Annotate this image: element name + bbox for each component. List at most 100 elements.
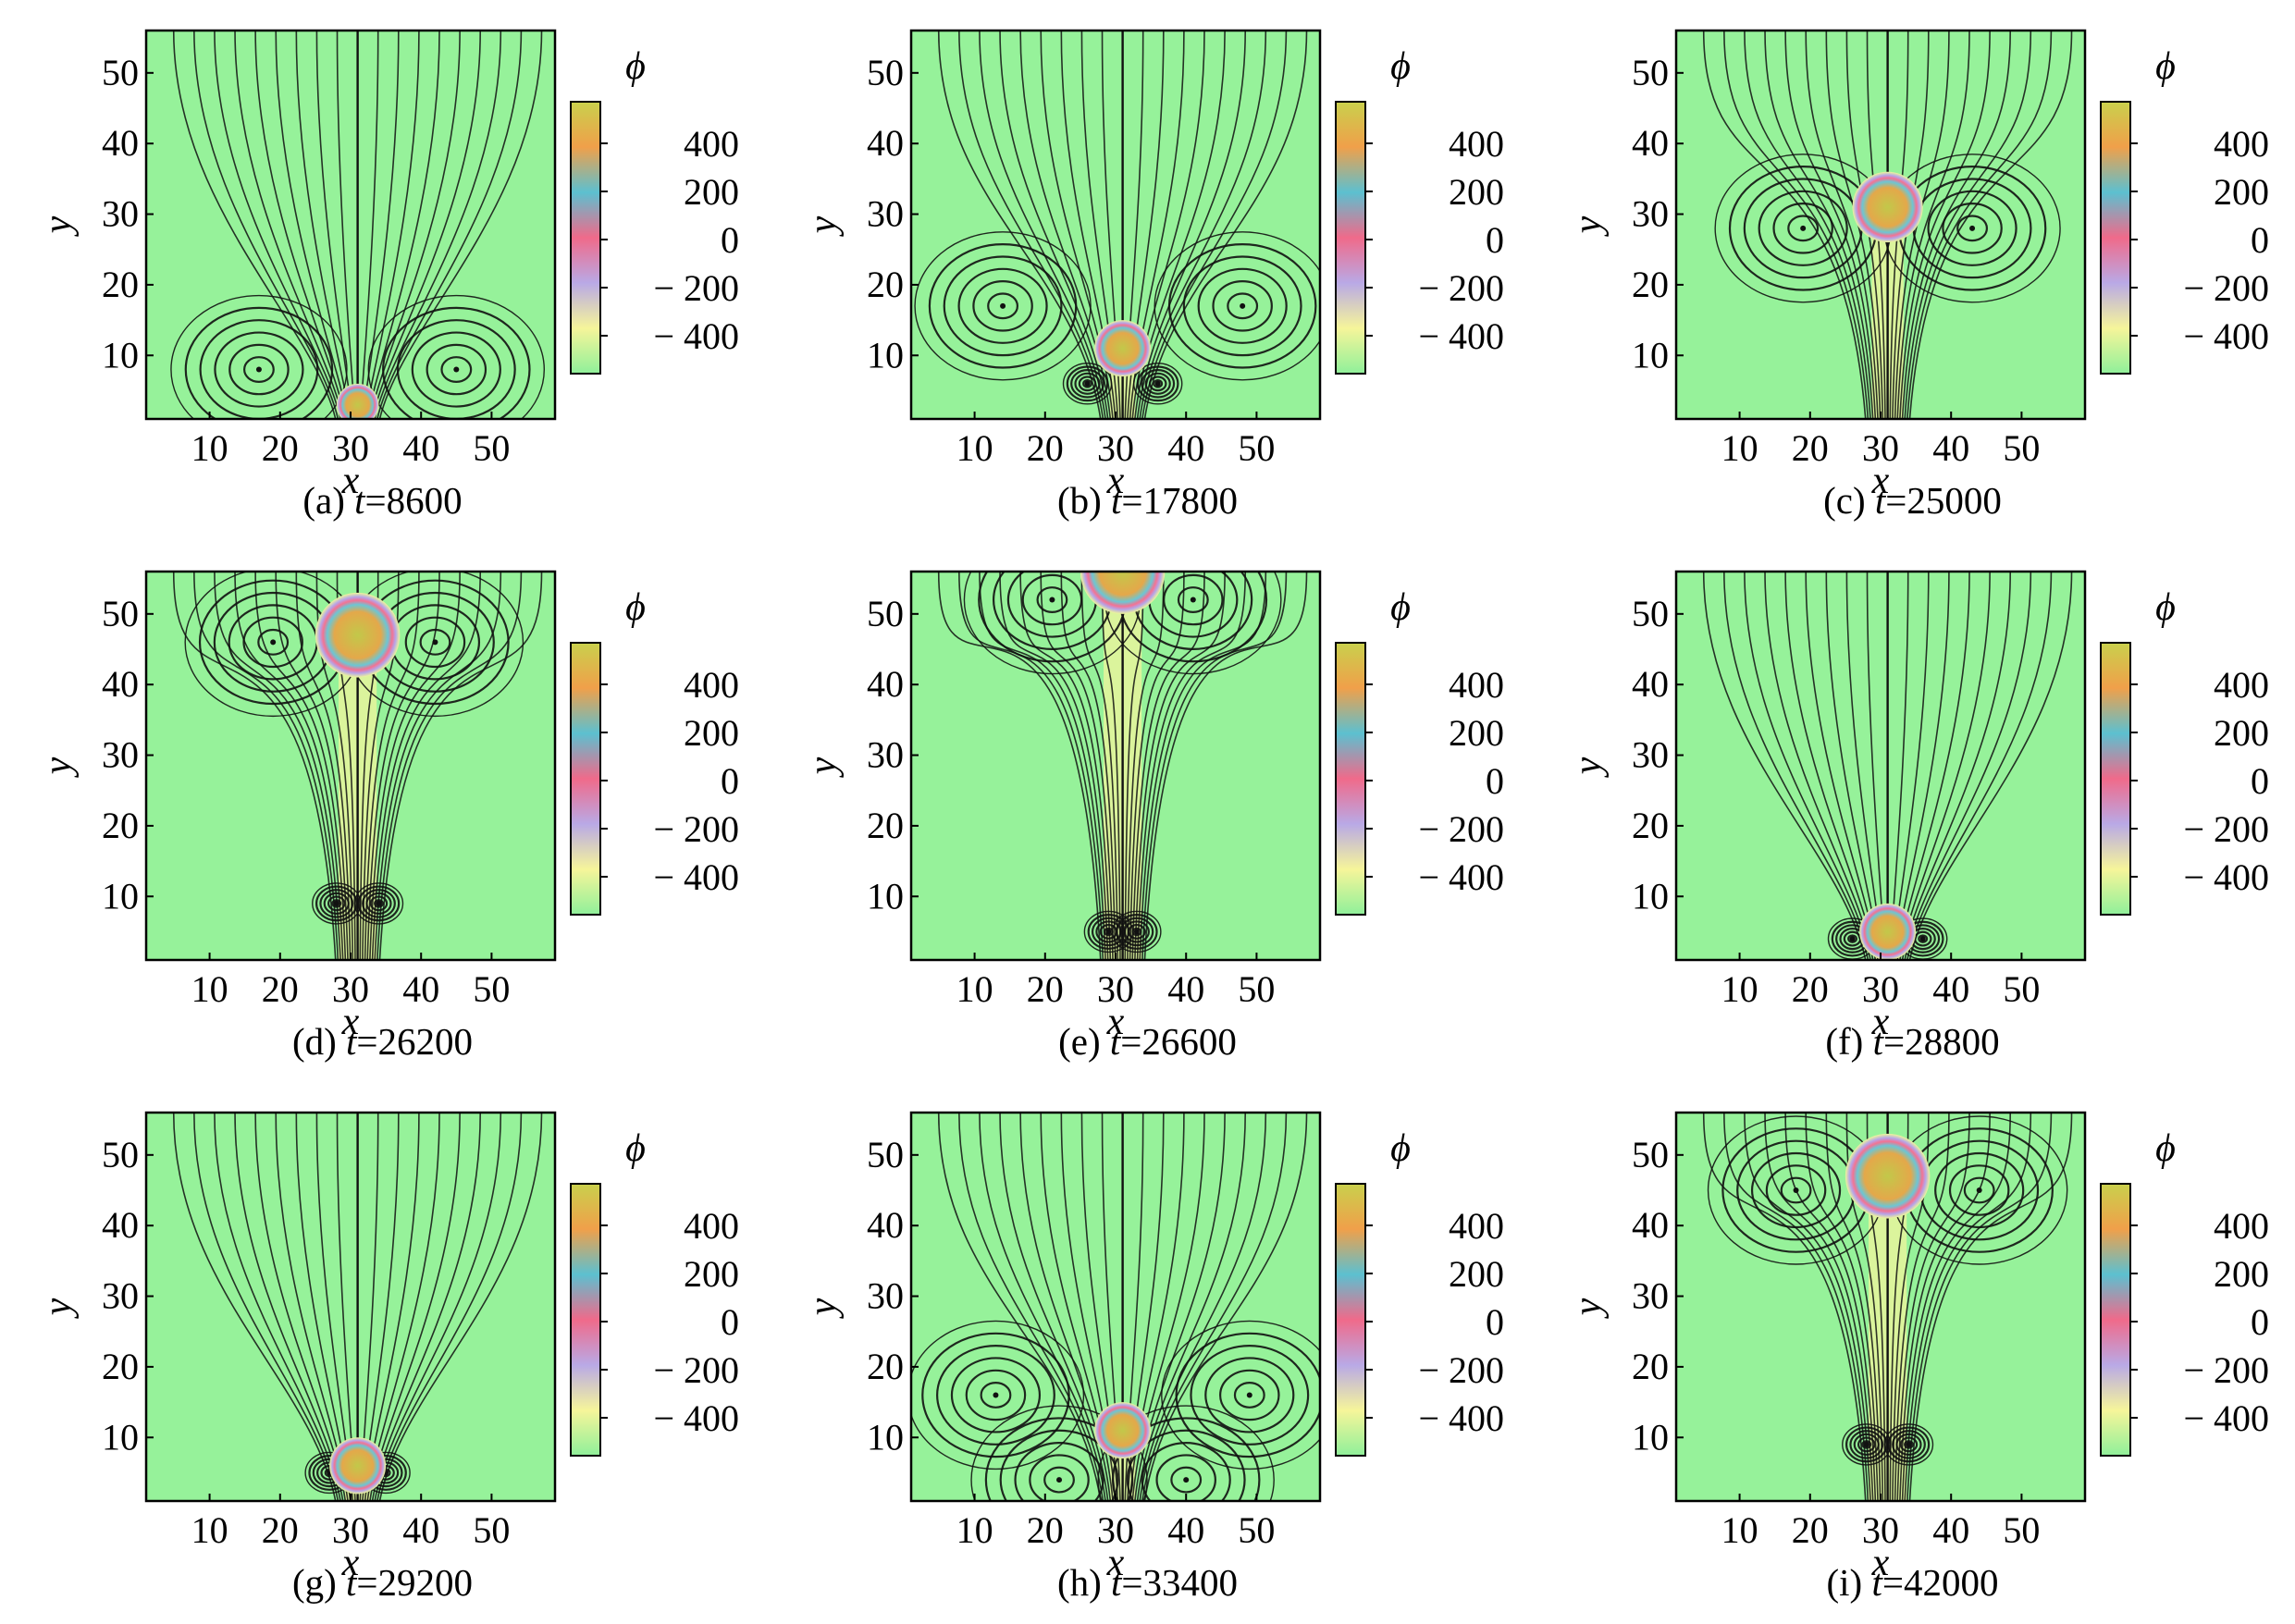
vortex-streamline [1155, 1454, 1216, 1501]
streamline [1764, 31, 1874, 419]
vortex-streamline [1112, 910, 1162, 953]
streamlines-group [911, 1113, 1320, 1501]
caption-t-value: =33400 [1121, 1561, 1239, 1604]
colorbar-tick-label: − 200 [653, 1349, 739, 1391]
x-tick-label: 50 [473, 427, 510, 469]
y-tick-label: 50 [102, 1134, 139, 1175]
vortex-streamline [1141, 369, 1176, 399]
bubble [1852, 171, 1923, 243]
y-tick-label: 50 [867, 52, 904, 93]
colorbar-tick-label: − 400 [1418, 856, 1504, 898]
vortex-core [1863, 1441, 1869, 1447]
bubble [315, 592, 401, 678]
streamline [366, 31, 440, 419]
vortex-core [1049, 597, 1055, 603]
x-tick-label: 40 [402, 1509, 439, 1551]
colorbar-tick-label: 0 [1486, 1301, 1504, 1343]
colorbar-tick-label: − 200 [653, 808, 739, 850]
bubble [336, 383, 379, 419]
streamlines-group [1702, 31, 2073, 419]
y-tick-label: 40 [867, 663, 904, 705]
vortex-core [1000, 302, 1006, 309]
x-axis-label: x [1871, 1001, 1890, 1043]
panel-c: 10 20 30 40 50 10 20 30 40 50 x y ϕ 400 200 0 − 200 − 400… [1530, 0, 2295, 541]
vortex-core [1906, 1441, 1912, 1447]
vortex-core [1919, 936, 1926, 942]
streamline [1896, 31, 1970, 419]
streamline [1896, 1113, 1970, 1501]
x-tick-label: 50 [473, 968, 510, 1010]
y-tick-label: 30 [102, 734, 139, 776]
colorbar [570, 642, 601, 916]
x-axis-label: x [1106, 1001, 1125, 1043]
x-tick-label: 20 [1792, 1509, 1829, 1551]
streamline [1906, 31, 2053, 419]
x-tick-label: 20 [262, 968, 299, 1010]
caption-t-value: =26200 [356, 1020, 474, 1063]
vortex-streamline [1148, 375, 1167, 392]
caption-t-value: =25000 [1885, 479, 2002, 522]
x-tick-label: 10 [191, 427, 228, 469]
vortex-streamline [1190, 1345, 1310, 1446]
vortex-streamline [323, 892, 350, 916]
y-tick-label: 10 [1632, 1416, 1669, 1458]
vortex-streamline [1758, 190, 1848, 266]
streamline [1904, 31, 2032, 419]
colorbar-tick-label: 200 [2214, 171, 2269, 213]
vortex-streamline [331, 899, 342, 908]
colorbar-tick-label: 0 [721, 1301, 739, 1343]
streamline [1901, 31, 2012, 419]
streamline [374, 572, 502, 960]
vortex-streamline [1883, 1423, 1934, 1466]
x-tick-label: 30 [332, 968, 369, 1010]
x-tick-label: 40 [1932, 968, 1969, 1010]
caption-label: (f) [1825, 1020, 1864, 1063]
streamlines-group [170, 31, 545, 419]
vortex-streamline [1233, 1382, 1265, 1409]
vortex-streamline [1849, 1430, 1884, 1459]
streamline [999, 31, 1109, 419]
y-tick-label: 20 [1632, 1346, 1669, 1387]
y-tick-label: 40 [867, 122, 904, 164]
vortex-streamline [1853, 1433, 1880, 1457]
vortex-streamline [1133, 363, 1183, 405]
colorbar-tick-label: − 200 [1418, 267, 1504, 309]
x-tick-label: 10 [1721, 1509, 1758, 1551]
caption-t-symbol: t [1872, 1020, 1883, 1063]
y-axis-label: y [1567, 757, 1610, 778]
x-tick-label: 20 [262, 1509, 299, 1551]
streamline [1019, 572, 1112, 960]
vortex-core [333, 900, 339, 906]
y-tick-label: 40 [102, 122, 139, 164]
streamline [1134, 572, 1226, 960]
colorbar-tick-label: − 400 [653, 315, 739, 357]
y-axis-label: y [1567, 1298, 1610, 1319]
y-tick-label: 10 [867, 334, 904, 375]
caption-t-symbol: t [1109, 1020, 1121, 1063]
panel-caption: (i) t=42000 [1530, 1560, 2295, 1605]
vortex-streamline [987, 292, 1019, 320]
colorbar-tick-label: − 400 [2183, 1397, 2269, 1439]
streamline [979, 1113, 1106, 1501]
chart-svg: 10 20 30 40 50 10 20 30 40 50 x y ϕ 400 200 0 − 200 − 400 [37, 1111, 739, 1584]
vortex-streamline [1197, 267, 1288, 344]
vortex-streamline [367, 294, 545, 419]
colorbar-tick-label: 200 [2214, 712, 2269, 754]
x-tick-label: 20 [1027, 427, 1064, 469]
chart-svg: 10 20 30 40 50 10 20 30 40 50 x y ϕ 400 200 0 − 200 − 400 [37, 29, 739, 502]
vortex-streamline [440, 356, 473, 383]
vortex-core [1154, 380, 1161, 387]
caption-label: (i) [1826, 1561, 1863, 1604]
panel-a: 10 20 30 40 50 10 20 30 40 50 x y ϕ 400 200 0 − 200 − 400… [0, 0, 765, 541]
colorbar-tick-label: − 200 [2183, 267, 2269, 309]
y-axis-label: y [802, 215, 845, 237]
caption-label: (g) [291, 1561, 337, 1604]
colorbar-tick-label: 0 [1486, 760, 1504, 802]
y-axis-label: y [802, 1298, 845, 1319]
vortex-core [993, 1392, 999, 1398]
streamline [1134, 31, 1226, 419]
vortex-streamline [921, 1332, 1070, 1458]
vortex-streamline [1934, 1151, 2025, 1229]
colorbar-tick-label: 400 [2214, 664, 2269, 706]
y-tick-label: 50 [1632, 52, 1669, 93]
